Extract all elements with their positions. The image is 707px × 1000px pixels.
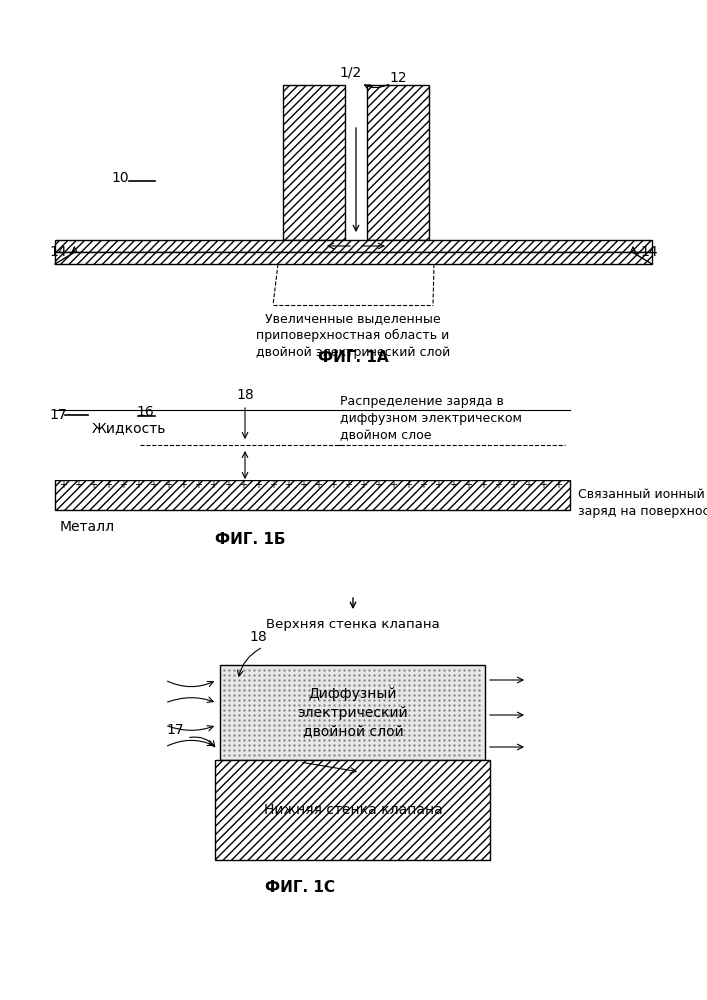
Text: Нижняя стенка клапана: Нижняя стенка клапана <box>264 803 443 817</box>
Text: Диффузный
электрический
двойной слой: Диффузный электрический двойной слой <box>298 687 409 738</box>
Bar <box>55 240 652 252</box>
Text: ФИГ. 1А: ФИГ. 1А <box>317 350 388 364</box>
Text: Верхняя стенка клапана: Верхняя стенка клапана <box>266 618 440 631</box>
Text: 18: 18 <box>236 388 254 402</box>
Text: +: + <box>149 480 157 490</box>
Bar <box>215 760 490 860</box>
Text: +: + <box>209 480 217 490</box>
Bar <box>220 665 485 760</box>
Text: +: + <box>314 480 322 490</box>
Text: Металл: Металл <box>60 520 115 534</box>
Text: +: + <box>269 480 277 490</box>
Text: 14: 14 <box>49 245 67 259</box>
Text: +: + <box>134 480 142 490</box>
Text: +: + <box>494 480 502 490</box>
Text: +: + <box>194 480 202 490</box>
Bar <box>283 85 345 240</box>
Text: +: + <box>224 480 232 490</box>
Bar <box>55 480 570 510</box>
Text: ФИГ. 1Б: ФИГ. 1Б <box>215 532 285 548</box>
Text: +: + <box>539 480 547 490</box>
Text: +: + <box>404 480 412 490</box>
Text: +: + <box>389 480 397 490</box>
Text: +: + <box>254 480 262 490</box>
Text: +: + <box>299 480 307 490</box>
Text: +: + <box>179 480 187 490</box>
Text: ФИГ. 1С: ФИГ. 1С <box>265 880 335 896</box>
Text: +: + <box>464 480 472 490</box>
Text: Распределение заряда в
диффузном электрическом
двойном слое: Распределение заряда в диффузном электри… <box>340 395 522 442</box>
Text: Жидкость: Жидкость <box>92 421 166 435</box>
Text: +: + <box>89 480 97 490</box>
Text: +: + <box>509 480 517 490</box>
Text: +: + <box>554 480 562 490</box>
Text: +: + <box>104 480 112 490</box>
Text: +: + <box>284 480 292 490</box>
Text: 18: 18 <box>249 630 267 644</box>
Text: +: + <box>119 480 127 490</box>
Text: Связанный ионный
заряд на поверхности: Связанный ионный заряд на поверхности <box>578 488 707 518</box>
Text: +: + <box>74 480 82 490</box>
Text: +: + <box>239 480 247 490</box>
Text: 16: 16 <box>136 405 154 419</box>
Text: +: + <box>524 480 532 490</box>
Bar <box>367 85 429 240</box>
Text: +: + <box>164 480 172 490</box>
Text: 17: 17 <box>166 723 184 737</box>
Text: +: + <box>449 480 457 490</box>
Text: +: + <box>479 480 487 490</box>
Text: +: + <box>419 480 427 490</box>
Text: +: + <box>344 480 352 490</box>
Text: 10: 10 <box>111 171 129 185</box>
Text: +: + <box>359 480 367 490</box>
Text: 14: 14 <box>640 245 658 259</box>
Text: 12: 12 <box>389 71 407 85</box>
Bar <box>55 252 652 264</box>
Text: +: + <box>434 480 442 490</box>
Text: Увеличенные выделенные
приповерхностная область и
двойной электрический слой: Увеличенные выделенные приповерхностная … <box>256 312 450 359</box>
Text: +: + <box>374 480 382 490</box>
Text: 17: 17 <box>49 408 67 422</box>
Text: 1/2: 1/2 <box>340 65 362 79</box>
Bar <box>55 410 570 480</box>
Text: +: + <box>329 480 337 490</box>
Text: +: + <box>59 480 67 490</box>
